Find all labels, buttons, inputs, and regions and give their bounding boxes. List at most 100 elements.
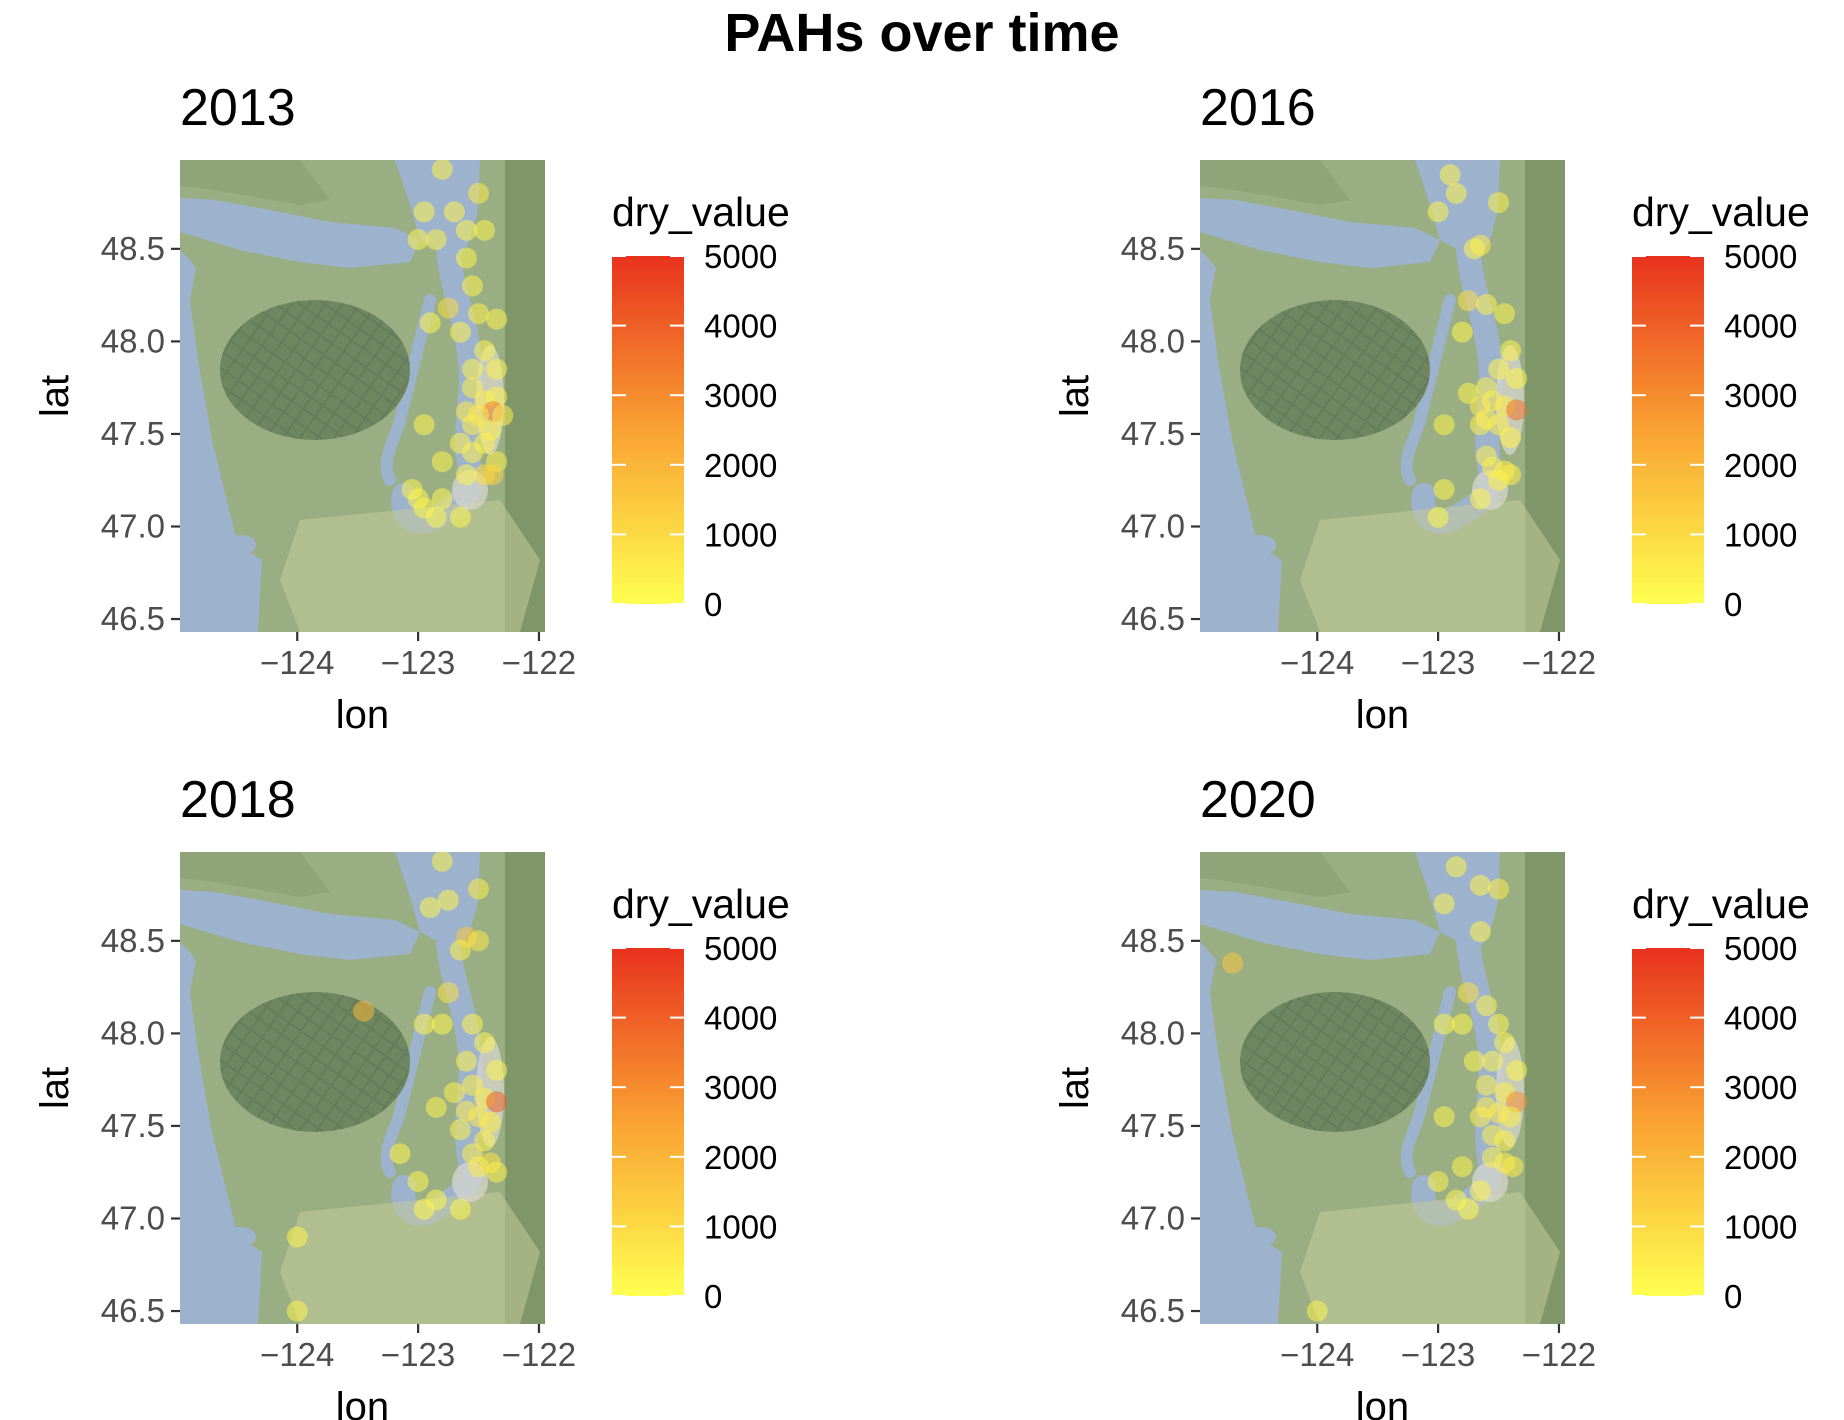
data-point [468, 878, 490, 900]
data-point [1469, 921, 1491, 943]
data-point [449, 939, 471, 961]
data-point [1433, 1013, 1455, 1035]
y-axis-title: lat [33, 375, 77, 417]
southern-lowlands [280, 500, 540, 632]
data-point [1488, 1013, 1510, 1035]
x-tick-label: −123 [1401, 1336, 1475, 1373]
legend-label: 1000 [1724, 1208, 1797, 1245]
legend-label: 1000 [704, 1208, 777, 1245]
data-point [1222, 952, 1244, 974]
data-point [431, 451, 453, 473]
axes: 46.5 47.0 47.5 48.0 48.5 −124 −123 −122 lon lat [33, 230, 576, 737]
data-point [407, 488, 429, 510]
vancouver-island [180, 852, 330, 897]
data-point [1469, 1180, 1491, 1202]
strait-of-juan-de-fuca [1200, 890, 1440, 960]
data-point [431, 488, 453, 510]
panel-title: 2020 [1200, 771, 1316, 829]
pacific-ocean [180, 160, 262, 632]
panel-title: 2016 [1200, 79, 1316, 137]
data-point [419, 312, 441, 334]
data-point [1469, 488, 1491, 510]
legend-label: 0 [704, 586, 722, 623]
facet-panel-2016: 2016 46.5 47.0 47.5 48.0 48.5 −124 −123 −122 lon… [1020, 0, 1844, 737]
data-points [1427, 164, 1528, 528]
data-point [1500, 1106, 1522, 1128]
data-point [480, 1111, 502, 1133]
data-point [1506, 367, 1528, 389]
legend-title: dry_value [1632, 189, 1810, 235]
data-point [1475, 995, 1497, 1017]
y-tick-label: 48.5 [101, 922, 165, 959]
data-point [1445, 182, 1467, 204]
data-point [413, 1198, 435, 1220]
data-point [1451, 1156, 1473, 1178]
pacific-ocean [1200, 852, 1282, 1324]
legend-label: 3000 [704, 377, 777, 414]
y-tick-label: 48.0 [1121, 322, 1185, 359]
data-point [389, 1143, 411, 1165]
y-tick-label: 47.0 [1121, 507, 1185, 544]
color-legend: dry_value 0 1000 2000 3000 4000 5000 [612, 189, 790, 623]
legend-label: 0 [704, 1278, 722, 1315]
data-point [1488, 192, 1510, 214]
x-axis-title: lon [1356, 693, 1409, 737]
data-point [1427, 506, 1449, 528]
pacific-ocean [1200, 160, 1282, 632]
data-point [449, 1119, 471, 1141]
data-point [486, 358, 508, 380]
color-legend: dry_value 0 1000 2000 3000 4000 5000 [1632, 881, 1810, 1315]
legend-label: 1000 [1724, 516, 1797, 553]
data-point [1433, 1106, 1455, 1128]
axes: 46.5 47.0 47.5 48.0 48.5 −124 −123 −122 lon lat [1053, 922, 1596, 1420]
data-point [1506, 399, 1528, 421]
data-point [286, 1226, 308, 1248]
color-legend: dry_value 0 1000 2000 3000 4000 5000 [612, 881, 790, 1315]
pacific-ocean [180, 852, 262, 1324]
colorbar [1632, 948, 1704, 1296]
data-point [1469, 874, 1491, 896]
x-tick-label: −123 [381, 1336, 455, 1373]
data-point [407, 1170, 429, 1192]
y-tick-label: 47.0 [101, 507, 165, 544]
olympic-mountains [1240, 992, 1430, 1132]
data-point [486, 1059, 508, 1081]
data-point [449, 506, 471, 528]
legend-label: 5000 [1724, 930, 1797, 967]
data-point [461, 275, 483, 297]
data-point [1494, 1032, 1516, 1054]
data-points [401, 160, 514, 528]
x-axis-title: lon [336, 693, 389, 737]
data-point [419, 897, 441, 919]
map-plot-2013: 46.5 47.0 47.5 48.0 48.5 −124 −123 −122 lon lat dr… [33, 160, 790, 737]
grays-harbor [1244, 535, 1276, 555]
legend-title: dry_value [1632, 881, 1810, 927]
vancouver-island [1200, 160, 1350, 205]
data-point [1457, 982, 1479, 1004]
data-point [1463, 1050, 1485, 1072]
data-point [425, 229, 447, 251]
data-point [474, 219, 496, 241]
data-points [1222, 856, 1528, 1322]
data-point [437, 982, 459, 1004]
vancouver-island [1200, 852, 1350, 897]
legend-label: 3000 [1724, 1069, 1797, 1106]
data-point [1475, 1074, 1497, 1096]
southern-lowlands [1300, 1192, 1560, 1324]
data-point [468, 303, 490, 325]
y-tick-label: 47.0 [1121, 1199, 1185, 1236]
data-point [461, 358, 483, 380]
data-point [1433, 893, 1455, 915]
data-point [474, 340, 496, 362]
data-point [425, 506, 447, 528]
data-point [1469, 1106, 1491, 1128]
legend-label: 4000 [704, 1000, 777, 1037]
y-tick-label: 48.5 [101, 230, 165, 267]
data-point [1488, 358, 1510, 380]
data-point [413, 1013, 435, 1035]
data-point [1451, 321, 1473, 343]
data-point [449, 1198, 471, 1220]
legend-label: 4000 [704, 308, 777, 345]
map-plot-2020: 46.5 47.0 47.5 48.0 48.5 −124 −123 −122 lon lat dr… [1053, 852, 1810, 1420]
data-point [455, 1050, 477, 1072]
